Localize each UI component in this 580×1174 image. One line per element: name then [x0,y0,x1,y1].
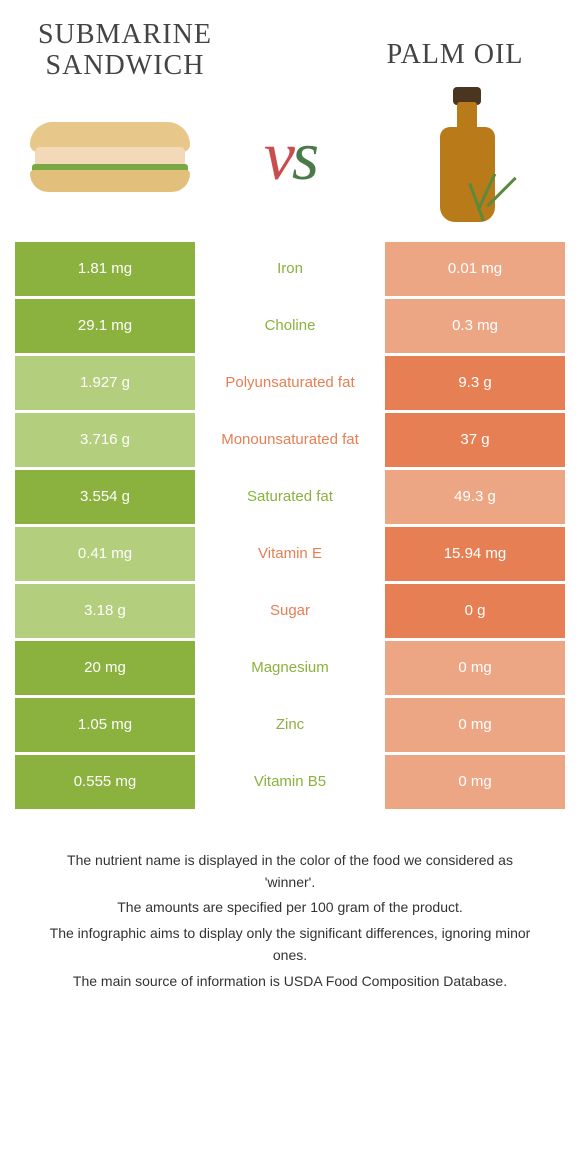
right-value-cell: 49.3 g [385,470,565,524]
vs-label: vs [264,117,316,197]
table-row: 1.927 gPolyunsaturated fat9.3 g [15,356,565,410]
nutrient-name-cell: Polyunsaturated fat [195,356,385,410]
nutrient-name-cell: Saturated fat [195,470,385,524]
left-value-cell: 0.555 mg [15,755,195,809]
left-food-title: SUBMARINE SANDWICH [25,20,225,82]
table-row: 3.554 gSaturated fat49.3 g [15,470,565,524]
table-row: 20 mgMagnesium0 mg [15,641,565,695]
table-row: 0.555 mgVitamin B50 mg [15,755,565,809]
right-value-cell: 0 mg [385,698,565,752]
right-value-cell: 0 g [385,584,565,638]
footer-line: The nutrient name is displayed in the co… [40,849,540,894]
nutrient-name-cell: Vitamin E [195,527,385,581]
right-value-cell: 15.94 mg [385,527,565,581]
left-value-cell: 1.927 g [15,356,195,410]
nutrient-table: 1.81 mgIron0.01 mg29.1 mgCholine0.3 mg1.… [15,242,565,809]
nutrient-name-cell: Monounsaturated fat [195,413,385,467]
nutrient-name-cell: Choline [195,299,385,353]
right-value-cell: 37 g [385,413,565,467]
left-value-cell: 3.18 g [15,584,195,638]
right-value-cell: 0 mg [385,641,565,695]
left-value-cell: 29.1 mg [15,299,195,353]
table-row: 1.05 mgZinc0 mg [15,698,565,752]
nutrient-name-cell: Zinc [195,698,385,752]
left-value-cell: 3.554 g [15,470,195,524]
left-value-cell: 3.716 g [15,413,195,467]
footer-line: The amounts are specified per 100 gram o… [40,896,540,918]
right-value-cell: 0.3 mg [385,299,565,353]
right-food-image [385,102,555,212]
table-row: 1.81 mgIron0.01 mg [15,242,565,296]
header: SUBMARINE SANDWICH PALM OIL [15,20,565,82]
table-row: 29.1 mgCholine0.3 mg [15,299,565,353]
nutrient-name-cell: Iron [195,242,385,296]
table-row: 0.41 mgVitamin E15.94 mg [15,527,565,581]
right-value-cell: 9.3 g [385,356,565,410]
left-value-cell: 1.81 mg [15,242,195,296]
right-value-cell: 0 mg [385,755,565,809]
nutrient-name-cell: Sugar [195,584,385,638]
left-value-cell: 20 mg [15,641,195,695]
table-row: 3.18 gSugar0 g [15,584,565,638]
left-value-cell: 1.05 mg [15,698,195,752]
images-row: vs [15,102,565,212]
nutrient-name-cell: Vitamin B5 [195,755,385,809]
right-food-title: PALM OIL [355,40,555,71]
left-food-image [25,102,195,212]
footer-line: The infographic aims to display only the… [40,922,540,967]
footer-line: The main source of information is USDA F… [40,970,540,992]
nutrient-name-cell: Magnesium [195,641,385,695]
left-value-cell: 0.41 mg [15,527,195,581]
right-value-cell: 0.01 mg [385,242,565,296]
footer-notes: The nutrient name is displayed in the co… [15,849,565,992]
table-row: 3.716 gMonounsaturated fat37 g [15,413,565,467]
